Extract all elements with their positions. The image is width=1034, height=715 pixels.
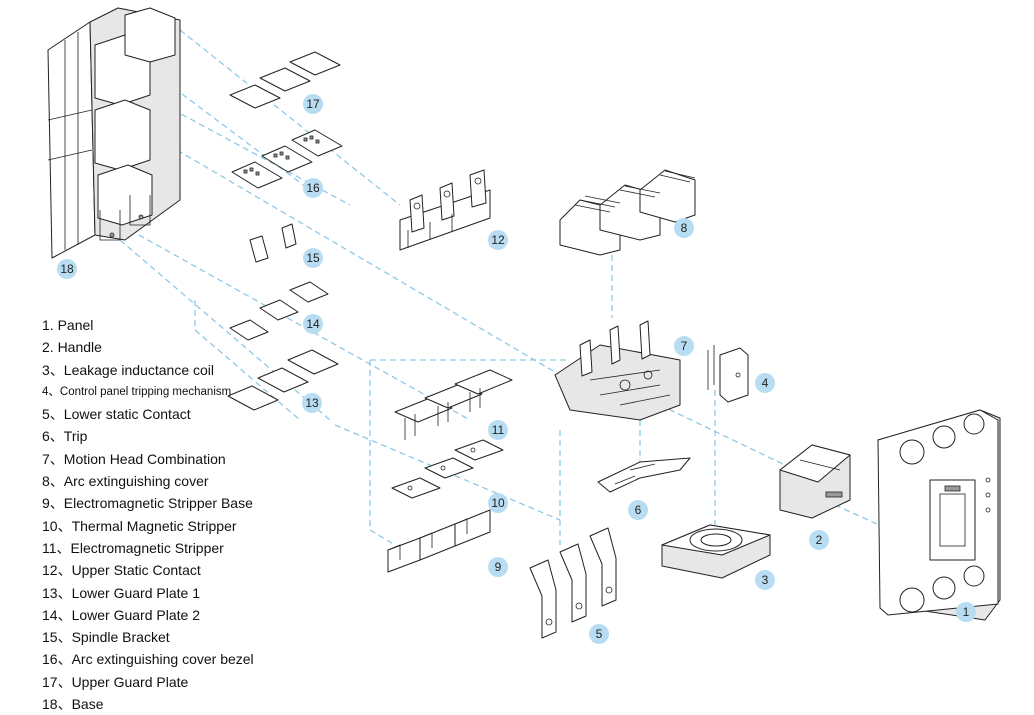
arc-cover-bezel-part <box>231 129 343 189</box>
legend-item-handle: 2. Handle <box>42 339 102 356</box>
legend-item-arc-cover: 8、Arc extinguishing cover <box>42 473 209 490</box>
callout-2-label: 2 <box>816 533 823 547</box>
handle-part <box>779 444 851 519</box>
thermal-magnetic-stripper-part <box>391 439 504 499</box>
panel-part <box>877 409 1001 621</box>
arc-cover-part <box>559 169 696 256</box>
callout-13-label: 13 <box>305 396 319 410</box>
lower-guard-plate-1-part <box>227 349 339 411</box>
legend-item-upper-static-contact: 12、Upper Static Contact <box>42 562 201 579</box>
callout-5: 5 <box>589 624 609 644</box>
callout-10: 10 <box>488 493 508 513</box>
callout-4: 4 <box>755 373 775 393</box>
callout-16-label: 16 <box>306 181 320 195</box>
legend-item-electromagnetic-stripper: 11、Electromagnetic Stripper <box>42 539 224 556</box>
legend-item-lower-guard-plate-1: 13、Lower Guard Plate 1 <box>42 584 200 601</box>
callout-11: 11 <box>488 420 508 440</box>
upper-guard-plate-part <box>229 51 341 109</box>
callout-1: 1 <box>956 602 976 622</box>
electromagnetic-stripper-part <box>394 369 513 440</box>
legend-item-upper-guard-plate: 17、Upper Guard Plate <box>42 673 189 690</box>
legend-item-stripper-base: 9、Electromagnetic Stripper Base <box>42 495 253 512</box>
legend-item-spindle-bracket: 15、Spindle Bracket <box>42 629 170 646</box>
callout-9-label: 9 <box>495 560 502 574</box>
callout-9: 9 <box>488 557 508 577</box>
callout-15-label: 15 <box>306 251 320 265</box>
callout-16: 16 <box>303 178 323 198</box>
tripping-mechanism-part <box>707 345 749 403</box>
callout-7: 7 <box>674 336 694 356</box>
legend-item-tripping-mechanism: 4、Control panel tripping mechanism <box>42 385 232 398</box>
upper-static-contact-part <box>399 169 491 251</box>
legend-item-thermal-magnetic-stripper: 10、Thermal Magnetic Stripper <box>42 517 237 534</box>
callout-14: 14 <box>303 314 323 334</box>
legend-item-trip: 6、Trip <box>42 428 88 445</box>
trip-part <box>597 457 691 493</box>
callout-14-label: 14 <box>306 317 320 331</box>
callout-17: 17 <box>303 94 323 114</box>
callout-7-label: 7 <box>681 339 688 353</box>
callout-8-label: 8 <box>681 221 688 235</box>
stripper-base-part <box>387 509 491 573</box>
leakage-coil-part <box>661 524 771 579</box>
legend-item-base: 18、Base <box>42 696 104 713</box>
callout-15: 15 <box>303 248 323 268</box>
spindle-bracket-part <box>249 223 297 263</box>
callout-18: 18 <box>57 259 77 279</box>
legend-item-arc-cover-bezel: 16、Arc extinguishing cover bezel <box>42 651 254 668</box>
base-part <box>47 7 181 259</box>
callout-13: 13 <box>302 393 322 413</box>
legend-item-leakage-coil: 3、Leakage inductance coil <box>42 361 215 378</box>
legend-item-motion-head: 7、Motion Head Combination <box>42 450 226 467</box>
legend-item-panel: 1. Panel <box>42 317 94 333</box>
motion-head-part <box>554 320 681 421</box>
callout-5-label: 5 <box>596 627 603 641</box>
callout-3-label: 3 <box>762 573 769 587</box>
legend-item-lower-static-contact: 5、Lower static Contact <box>42 406 191 423</box>
callout-17-label: 17 <box>306 97 320 111</box>
parts-legend: 1. Panel 2. Handle 3、Leakage inductance … <box>42 314 254 715</box>
legend-item-lower-guard-plate-2: 14、Lower Guard Plate 2 <box>42 606 200 623</box>
callout-3: 3 <box>755 570 775 590</box>
lower-guard-plate-2-part <box>229 281 329 341</box>
callout-12-label: 12 <box>491 233 505 247</box>
callout-11-label: 11 <box>492 423 505 437</box>
callout-1-label: 1 <box>963 605 970 619</box>
callout-18-label: 18 <box>60 262 74 276</box>
callout-6: 6 <box>628 500 648 520</box>
callout-8: 8 <box>674 218 694 238</box>
callout-6-label: 6 <box>635 503 642 517</box>
lower-static-contact-part <box>529 527 617 639</box>
callout-10-label: 10 <box>491 496 505 510</box>
callout-12: 12 <box>488 230 508 250</box>
callout-4-label: 4 <box>762 376 769 390</box>
callout-2: 2 <box>809 530 829 550</box>
